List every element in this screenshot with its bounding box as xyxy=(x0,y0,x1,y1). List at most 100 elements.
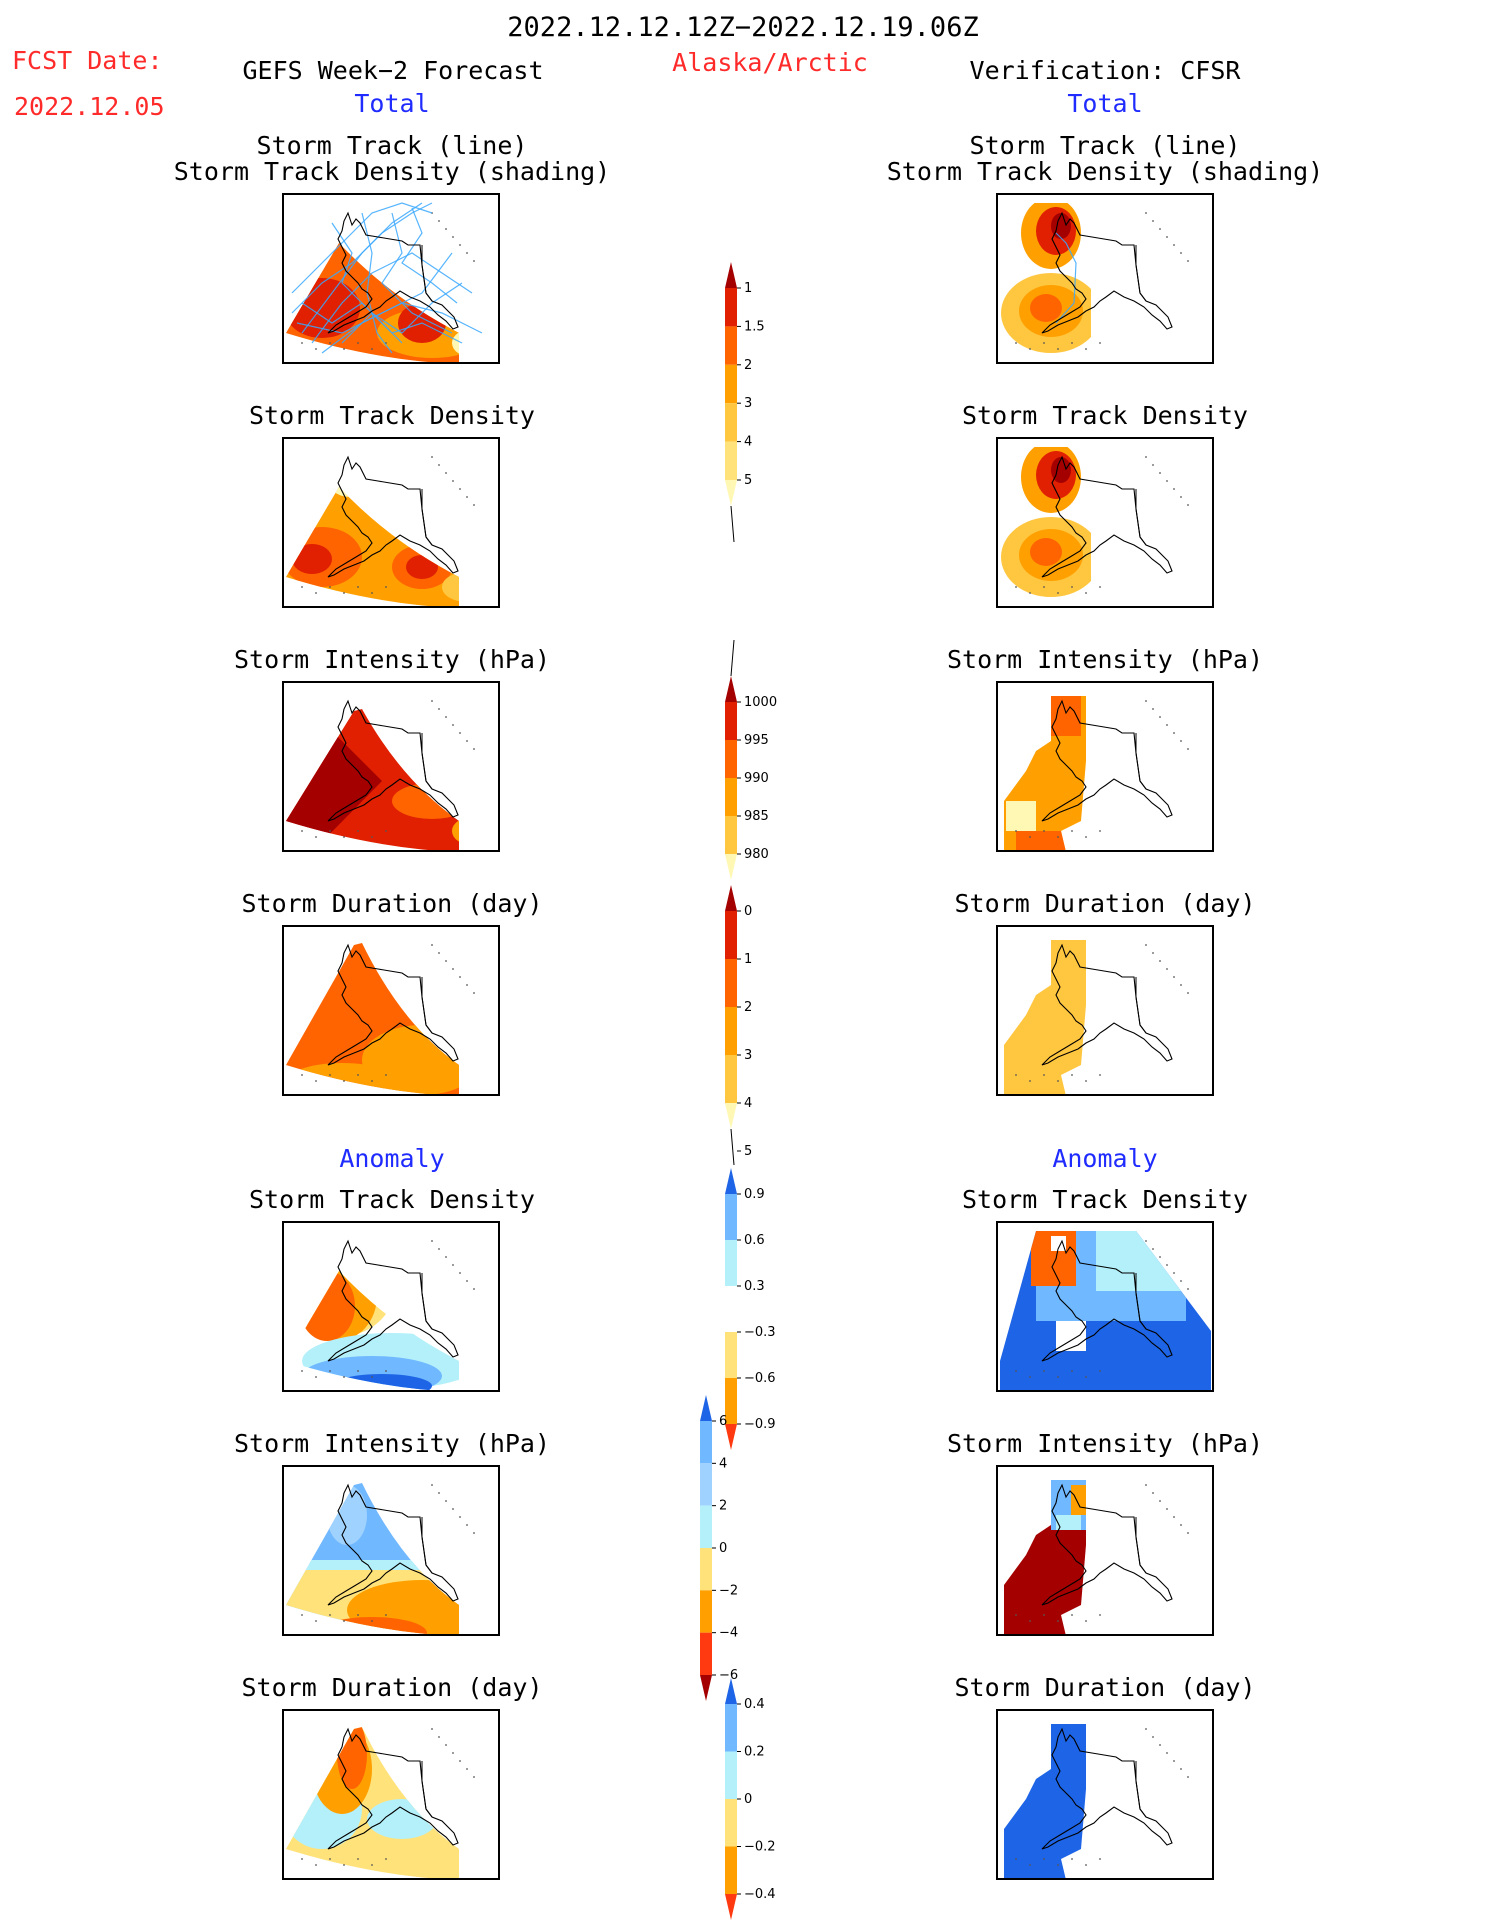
graticule-dot xyxy=(1015,1614,1017,1616)
graticule-dot xyxy=(466,1280,468,1282)
colorbar-segment xyxy=(725,288,737,327)
graticule-dot xyxy=(445,472,447,474)
graticule-dot xyxy=(1029,1620,1031,1622)
colorbar-tick-label: −0.9 xyxy=(744,1417,776,1432)
graticule-dot xyxy=(1152,464,1154,466)
alaska-coastline xyxy=(327,699,459,822)
shading-area xyxy=(1051,1236,1066,1251)
map-frame xyxy=(282,193,500,364)
colorbar-tick-label: 1.5 xyxy=(744,319,765,334)
canada-border xyxy=(1135,1761,1147,1818)
graticule-dot xyxy=(1015,1858,1017,1860)
right-total-label: Total xyxy=(1067,89,1143,118)
shading-area xyxy=(452,329,459,357)
graticule-dot xyxy=(1071,1370,1073,1372)
canada-border xyxy=(1135,1273,1147,1330)
colorbar-segment xyxy=(725,1751,737,1799)
graticule-dot xyxy=(459,732,461,734)
graticule-dot xyxy=(473,1288,475,1290)
graticule-dot xyxy=(1166,1752,1168,1754)
graticule-dot xyxy=(343,1620,345,1622)
graticule-dot xyxy=(1085,836,1087,838)
graticule-dot xyxy=(452,1264,454,1266)
colorbar-segment xyxy=(725,403,737,442)
colorbar-segment xyxy=(700,1505,712,1548)
map-frame xyxy=(996,1465,1214,1636)
map-frame xyxy=(282,925,500,1096)
colorbar-segment xyxy=(725,1378,737,1424)
colorbar-tick-label: 0 xyxy=(744,1792,752,1807)
graticule-dot xyxy=(1085,1620,1087,1622)
graticule-dot xyxy=(1152,220,1154,222)
graticule-dot xyxy=(1145,212,1147,214)
graticule-dot xyxy=(371,1376,373,1378)
graticule-dot xyxy=(385,1858,387,1860)
graticule-dot xyxy=(329,1074,331,1076)
colorbar-segment xyxy=(725,1704,737,1752)
panel-title-track-line-left: Storm Track (line) xyxy=(256,131,528,160)
graticule-dot xyxy=(431,1484,433,1486)
shading-area xyxy=(452,817,459,845)
colorbar-tick-label: −4 xyxy=(719,1626,738,1641)
colorbar-arrow-bottom xyxy=(725,1103,737,1129)
graticule-dot xyxy=(1043,830,1045,832)
colorbar-arrow-top xyxy=(725,1168,737,1194)
graticule-dot xyxy=(1152,1248,1154,1250)
graticule-dot xyxy=(1099,1858,1101,1860)
map-frame xyxy=(282,1221,500,1392)
graticule-dot xyxy=(466,1768,468,1770)
graticule-dot xyxy=(473,504,475,506)
graticule-dot xyxy=(315,1620,317,1622)
colorbar-tick-label: 4 xyxy=(744,1096,752,1111)
shading-area xyxy=(448,1316,459,1336)
panel-title-density-right: Storm Track Density xyxy=(962,401,1248,430)
shading-area xyxy=(1071,1485,1086,1515)
shading-area xyxy=(406,555,438,579)
graticule-dot xyxy=(315,592,317,594)
colorbar-segment xyxy=(700,1421,712,1464)
shading-area xyxy=(1004,1480,1086,1636)
colorbar-segment xyxy=(725,1799,737,1847)
graticule-dot xyxy=(466,740,468,742)
graticule-dot xyxy=(1166,968,1168,970)
graticule-dot xyxy=(473,1532,475,1534)
alaska-coastline xyxy=(327,1727,459,1850)
graticule-dot xyxy=(1057,1620,1059,1622)
graticule-dot xyxy=(1152,1492,1154,1494)
colorbar-tick-label: −0.6 xyxy=(744,1371,776,1386)
alaska-coastline xyxy=(1041,211,1173,334)
graticule-dot xyxy=(1180,1524,1182,1526)
colorbar-segment xyxy=(725,702,737,740)
graticule-dot xyxy=(1085,592,1087,594)
colorbar-density-anom: 0.9 0.6 0.3 −0.3 −0.6 −0.9 xyxy=(715,1168,785,1450)
colorbar-tick-label: 5 xyxy=(744,1144,752,1159)
map-frame xyxy=(282,1465,500,1636)
graticule-dot xyxy=(1057,592,1059,594)
colorbar-tick-label: 980 xyxy=(744,847,769,862)
colorbar-segment xyxy=(700,1463,712,1506)
colorbar-tick-label: 2 xyxy=(744,1000,752,1015)
map-frame xyxy=(282,437,500,608)
panel-title-track-shading-right: Storm Track Density (shading) xyxy=(886,157,1324,186)
colorbar-tick-label: 985 xyxy=(744,809,769,824)
alaska-coastline xyxy=(1041,1239,1173,1362)
graticule-dot xyxy=(357,830,359,832)
colorbar-tick-label: 2 xyxy=(744,358,752,373)
graticule-dot xyxy=(1057,1864,1059,1866)
graticule-dot xyxy=(343,592,345,594)
colorbar-tick-label: −0.4 xyxy=(744,1887,776,1902)
graticule-dot xyxy=(1099,830,1101,832)
graticule-dot xyxy=(1187,992,1189,994)
colorbar-segment xyxy=(725,364,737,404)
shading-area xyxy=(1096,1231,1206,1291)
graticule-dot xyxy=(452,968,454,970)
graticule-dot xyxy=(1166,480,1168,482)
alaska-coastline xyxy=(327,211,459,334)
graticule-dot xyxy=(343,348,345,350)
graticule-dot xyxy=(473,748,475,750)
graticule-dot xyxy=(1173,1516,1175,1518)
shading-area xyxy=(292,544,332,574)
graticule-dot xyxy=(343,1376,345,1378)
graticule-dot xyxy=(452,480,454,482)
shading-area xyxy=(286,1727,459,1880)
